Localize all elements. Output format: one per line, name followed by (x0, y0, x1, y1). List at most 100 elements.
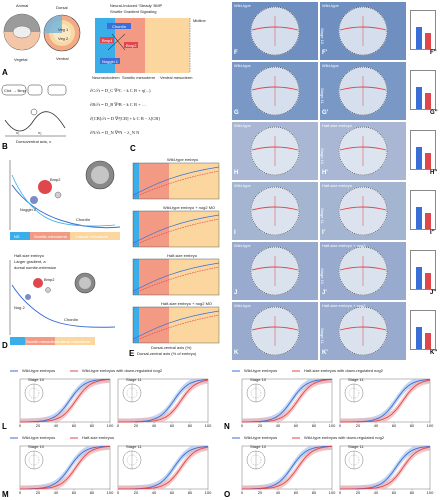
curve-red (20, 378, 111, 423)
photo-row-k: Wild-type K Half-size embryo + nog2 K' K'' St… (232, 302, 440, 360)
e-plot-1 (132, 162, 220, 200)
x1-label: x₁ (16, 130, 20, 135)
panel-a-diagram (3, 13, 191, 73)
panel-label-c: C (130, 144, 136, 153)
bar-red (425, 93, 431, 109)
photo-panel-letter: I (234, 230, 236, 236)
photo-condition-label: Wild-type (234, 303, 251, 308)
lateral-d-small: Lateral mesoderm (58, 339, 91, 344)
photo-side-barchart (410, 10, 436, 50)
subplot-stage10: 0 20 40 60 80 100 (241, 378, 336, 428)
band-red (20, 379, 110, 422)
equation-4: ∂N/∂t = D_N ∇²N − λ_N N (90, 130, 140, 135)
stage-tag: Stage 11 (320, 328, 325, 344)
x-tick-label: 80 (410, 490, 415, 495)
panel-label-n: N (224, 422, 230, 431)
photo-panel-letter: K (234, 350, 239, 356)
animal-label: Animal (16, 3, 29, 8)
e-curve-blue (132, 166, 220, 196)
photo-panel-letter: G' (322, 110, 329, 116)
stage-tag: Stage 10 (320, 268, 325, 285)
panel-m: 0 20 40 60 80 100 0 20 40 60 80 100 Wild-type embry… (0, 434, 218, 500)
x-tick-label: 80 (188, 423, 193, 428)
panel-label-l: L (2, 422, 7, 431)
bar-red (425, 33, 431, 49)
x-tick-label: 100 (107, 423, 114, 428)
e-xlabel: Dorsal-ventral axis (%) (151, 345, 192, 350)
bar-red (425, 273, 431, 289)
ventral-label: Ventral (56, 56, 69, 61)
dorsal-label: Dorsal (56, 5, 68, 10)
embryo-photo: Half-size embryo + nog2 K' (320, 302, 406, 360)
bar-red (425, 153, 431, 169)
photo-panels: Wild-type F Wild-type F' F'' Stage 10 Wild-typ… (232, 0, 440, 365)
photo-condition-label: Wild-type (234, 63, 251, 68)
x-tick-label: 40 (54, 423, 59, 428)
embryo-photo: Wild-type F (232, 2, 318, 60)
embryo-photo: Wild-type I (232, 182, 318, 240)
n-stage-right: Stage 11 (348, 377, 364, 382)
x-tick-label: 80 (188, 490, 193, 495)
photo-panel-letter: F' (322, 50, 328, 56)
panel-c: ∂C/∂t = D_C ∇²C − k C B + η(...) ∂B/∂t =… (72, 84, 212, 153)
curve-red (242, 378, 333, 423)
photo-row-f: Wild-type F Wild-type F' F'' Stage 10 (232, 2, 440, 60)
e-curve-blue (132, 310, 220, 340)
subplot-stage10: 0 20 40 60 80 100 (19, 445, 114, 495)
ns-d-label: NS (14, 234, 20, 239)
photo-condition-label: Half-size embryo + nog2 (322, 303, 366, 308)
photo-row-i: Wild-type I Half-size embryo I' I'' Stage 11 (232, 182, 440, 240)
curve-red (242, 445, 333, 490)
m-legend-a: Wild-type embryos (22, 435, 56, 440)
e-title-2: Wild-type embryo + nog2 MO (163, 205, 216, 210)
panel-label-e: E (129, 349, 135, 358)
photo-panel-letter: G'' (430, 110, 438, 116)
m-legend-b: Half-size embryos (82, 435, 115, 440)
m-stage-right: Stage 11 (126, 444, 142, 449)
half-sub2-d-label: dorsal somite-extension (14, 265, 57, 270)
lateral-d-label: Lateral mesoderm (76, 234, 109, 239)
photo-panel-letter: F'' (430, 50, 437, 56)
photo-side-barchart (410, 130, 436, 170)
embryo-photo: Wild-type K (232, 302, 318, 360)
x-tick-label: 0 (241, 423, 244, 428)
band-blue (118, 446, 208, 489)
embryo-photo: Half-size embryo + nog2 J' (320, 242, 406, 300)
chd-bmp-label: Chd → Bmp (4, 88, 26, 93)
l-stage-right: Stage 11 (126, 377, 142, 382)
panel-label-a: A (2, 68, 8, 77)
half-size-d-label: Half-size embryo (14, 253, 45, 258)
panel-l: 0 20 40 60 80 100 0 20 40 60 80 100 Wild-type embry… (0, 367, 218, 432)
panel-n: 0 20 40 60 80 100 0 20 40 60 80 100 Wild-type embry… (222, 367, 440, 432)
x-tick-label: 20 (258, 423, 263, 428)
photo-panel-letter: I'' (430, 230, 435, 236)
band-red (242, 379, 332, 422)
e-curve-red (132, 218, 220, 246)
stage-tag: Stage 10 (320, 148, 325, 165)
photo-condition-label: Wild-type (322, 63, 339, 68)
embryo-photo: Half-size embryo I' (320, 182, 406, 240)
panel-n-plots: 0 20 40 60 80 100 0 20 40 60 80 100 (232, 370, 434, 428)
photo-panel-letter: I' (322, 230, 326, 236)
x-tick-label: 60 (392, 423, 397, 428)
e-plot-3 (132, 258, 220, 296)
embryo-photo: Half-size embryo H' (320, 122, 406, 180)
x-tick-label: 20 (356, 423, 361, 428)
e-curve-red (132, 170, 220, 198)
band-red (118, 379, 208, 422)
axis-b-label: Dorsoventral axis, x (16, 139, 52, 144)
e-curve-red (132, 266, 220, 294)
somite-label: Somitic mesoderm (122, 75, 156, 80)
curve-red (20, 445, 111, 490)
band-red (340, 446, 430, 489)
stage-tag: Stage 11 (320, 88, 325, 104)
band-red (340, 379, 430, 422)
noggin-label: Noggin 1 (102, 59, 119, 64)
subplot-stage10: 0 20 40 60 80 100 (241, 445, 336, 495)
panel-d-diagram (9, 160, 121, 345)
x-tick-label: 80 (90, 423, 95, 428)
embryo-photo: Wild-type F' (320, 2, 406, 60)
x-tick-label: 80 (410, 423, 415, 428)
x2-label: x₂ (38, 130, 42, 135)
panel-label-o: O (224, 490, 231, 499)
